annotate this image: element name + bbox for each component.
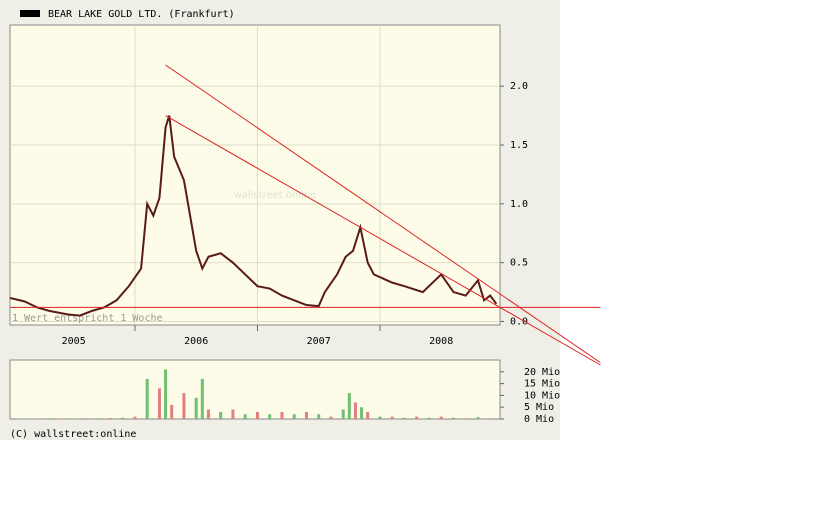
y-tick-label: 10 Mio — [524, 390, 560, 401]
volume-bar — [48, 418, 51, 419]
volume-bar — [84, 418, 87, 419]
x-tick-label: 2006 — [184, 336, 208, 347]
volume-bar — [97, 418, 100, 419]
volume-bar — [452, 418, 455, 419]
y-tick-label: 1.0 — [510, 199, 528, 210]
volume-bar — [464, 418, 467, 419]
volume-bar — [342, 410, 345, 419]
volume-bar — [348, 393, 351, 419]
volume-bar — [305, 412, 308, 419]
volume-bar — [11, 418, 14, 419]
volume-bar — [170, 405, 173, 419]
volume-bar — [354, 402, 357, 419]
volume-bar — [317, 414, 320, 419]
y-tick-label: 1.5 — [510, 140, 528, 151]
x-tick-label: 2005 — [62, 336, 86, 347]
volume-bar — [427, 418, 430, 419]
y-tick-label: 20 Mio — [524, 367, 560, 378]
y-tick-label: 0.5 — [510, 258, 528, 269]
x-tick-label: 2008 — [429, 336, 453, 347]
volume-bar — [391, 417, 394, 419]
volume-bar — [329, 417, 332, 419]
volume-bar — [158, 388, 161, 419]
volume-bar — [201, 379, 204, 419]
volume-bar — [109, 418, 112, 419]
volume-bar — [133, 417, 136, 419]
x-tick-label: 2007 — [307, 336, 331, 347]
volume-bar — [268, 414, 271, 419]
volume-bar — [415, 417, 418, 419]
plot-area — [10, 25, 500, 325]
volume-bar — [219, 412, 222, 419]
volume-bar — [280, 412, 283, 419]
volume-bar — [231, 410, 234, 419]
y-tick-label: 0 Mio — [524, 414, 554, 425]
volume-bar — [182, 393, 185, 419]
volume-bar — [366, 412, 369, 419]
plot-area — [10, 360, 500, 419]
volume-bar — [440, 417, 443, 419]
volume-bar — [378, 417, 381, 419]
chart-title: BEAR LAKE GOLD LTD. (Frankfurt) — [48, 9, 235, 20]
volume-bar — [489, 418, 492, 419]
volume-bar — [121, 418, 124, 419]
y-tick-label: 5 Mio — [524, 402, 554, 413]
volume-bar — [256, 412, 259, 419]
volume-bar — [360, 407, 363, 419]
volume-bar — [164, 369, 167, 419]
volume-bar — [403, 418, 406, 419]
legend-swatch — [20, 10, 40, 17]
y-tick-label: 15 Mio — [524, 379, 560, 390]
note: 1 Wert entspricht 1 Woche — [12, 313, 163, 324]
footer: (C) wallstreet:online — [10, 429, 136, 440]
volume-bar — [476, 417, 479, 419]
volume-bar — [146, 379, 149, 419]
y-tick-label: 2.0 — [510, 81, 528, 92]
volume-bar — [195, 398, 198, 419]
volume-bar — [244, 414, 247, 419]
volume-bar — [293, 414, 296, 419]
volume-bar — [207, 410, 210, 419]
